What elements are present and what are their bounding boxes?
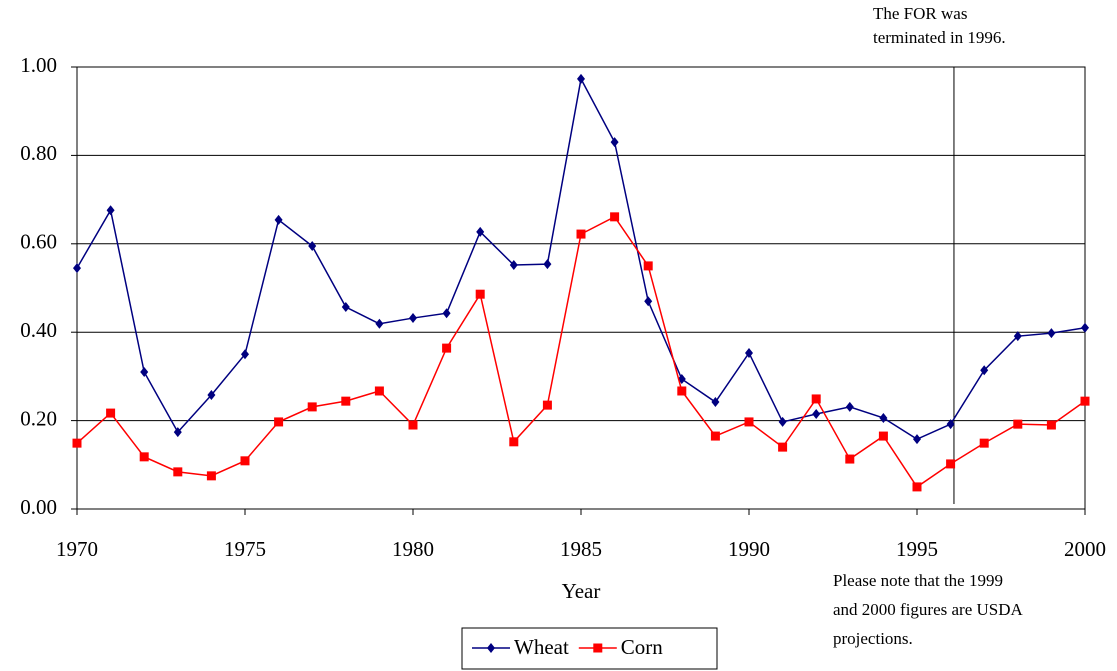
x-tick-label: 1995	[896, 537, 938, 561]
series-line	[76, 215, 1086, 488]
marker	[677, 386, 687, 396]
x-tick-label: 1970	[56, 537, 98, 561]
marker	[106, 205, 115, 216]
y-tick-label: 0.60	[20, 230, 57, 254]
marker	[476, 226, 485, 237]
marker	[711, 397, 720, 408]
marker	[139, 452, 149, 462]
marker	[106, 408, 116, 418]
marker	[710, 431, 720, 441]
marker	[778, 416, 787, 427]
marker	[207, 389, 216, 400]
marker	[593, 643, 603, 653]
marker	[878, 431, 888, 441]
marker	[912, 482, 922, 492]
marker	[778, 442, 788, 452]
x-tick-label: 1990	[728, 537, 770, 561]
annotation-text: The FOR was	[873, 4, 967, 23]
footnote: Please note that the 1999	[833, 571, 1003, 590]
marker	[307, 402, 317, 412]
marker	[812, 408, 821, 419]
marker	[408, 420, 418, 430]
marker	[206, 471, 216, 481]
marker	[610, 137, 619, 148]
marker	[308, 241, 317, 252]
marker	[487, 643, 495, 653]
marker	[1013, 419, 1023, 429]
marker	[979, 438, 989, 448]
footnote: and 2000 figures are USDA	[833, 600, 1024, 619]
y-tick-label: 0.40	[20, 318, 57, 342]
y-tick-label: 0.00	[20, 495, 57, 519]
marker	[509, 437, 519, 447]
x-tick-label: 1985	[560, 537, 602, 561]
x-axis-label: Year	[562, 579, 601, 603]
marker	[1080, 396, 1090, 406]
footnote: projections.	[833, 629, 913, 648]
y-tick-label: 1.00	[20, 53, 57, 77]
x-tick-label: 1980	[392, 537, 434, 561]
marker	[845, 454, 855, 464]
marker	[1046, 420, 1056, 430]
legend-label: Corn	[621, 635, 664, 659]
annotation-text: terminated in 1996.	[873, 28, 1006, 47]
marker	[946, 459, 956, 469]
legend: Wheat Corn	[461, 627, 718, 670]
marker	[946, 419, 955, 430]
marker	[811, 394, 821, 404]
marker	[475, 289, 485, 299]
marker	[879, 412, 888, 423]
marker	[442, 343, 452, 353]
marker	[73, 263, 81, 274]
marker	[374, 386, 384, 396]
marker	[375, 318, 384, 329]
marker	[341, 396, 351, 406]
marker	[341, 302, 350, 313]
marker	[845, 401, 854, 412]
marker	[173, 467, 183, 477]
marker	[274, 417, 284, 427]
marker	[241, 349, 249, 360]
marker	[610, 212, 620, 222]
marker	[543, 259, 552, 270]
marker	[1047, 328, 1056, 339]
marker	[1013, 331, 1022, 342]
marker	[274, 214, 283, 225]
plot-frame	[76, 66, 1086, 510]
marker	[409, 313, 417, 324]
marker	[744, 417, 754, 427]
marker	[173, 427, 182, 438]
y-tick-label: 0.80	[20, 141, 57, 165]
marker	[913, 434, 921, 445]
marker	[140, 366, 149, 377]
marker	[1081, 322, 1089, 333]
x-tick-label: 1975	[224, 537, 266, 561]
marker	[577, 73, 585, 84]
marker	[644, 296, 653, 307]
marker	[576, 229, 586, 239]
marker	[509, 260, 518, 271]
x-tick-label: 2000	[1064, 537, 1106, 561]
series-line	[76, 76, 1086, 441]
marker	[240, 456, 250, 466]
marker	[643, 261, 653, 271]
marker	[980, 365, 989, 376]
legend-label: Wheat	[514, 635, 569, 659]
marker	[542, 400, 552, 410]
marker	[745, 347, 753, 358]
y-tick-label: 0.20	[20, 406, 57, 430]
marker	[72, 438, 82, 448]
marker	[442, 308, 451, 319]
